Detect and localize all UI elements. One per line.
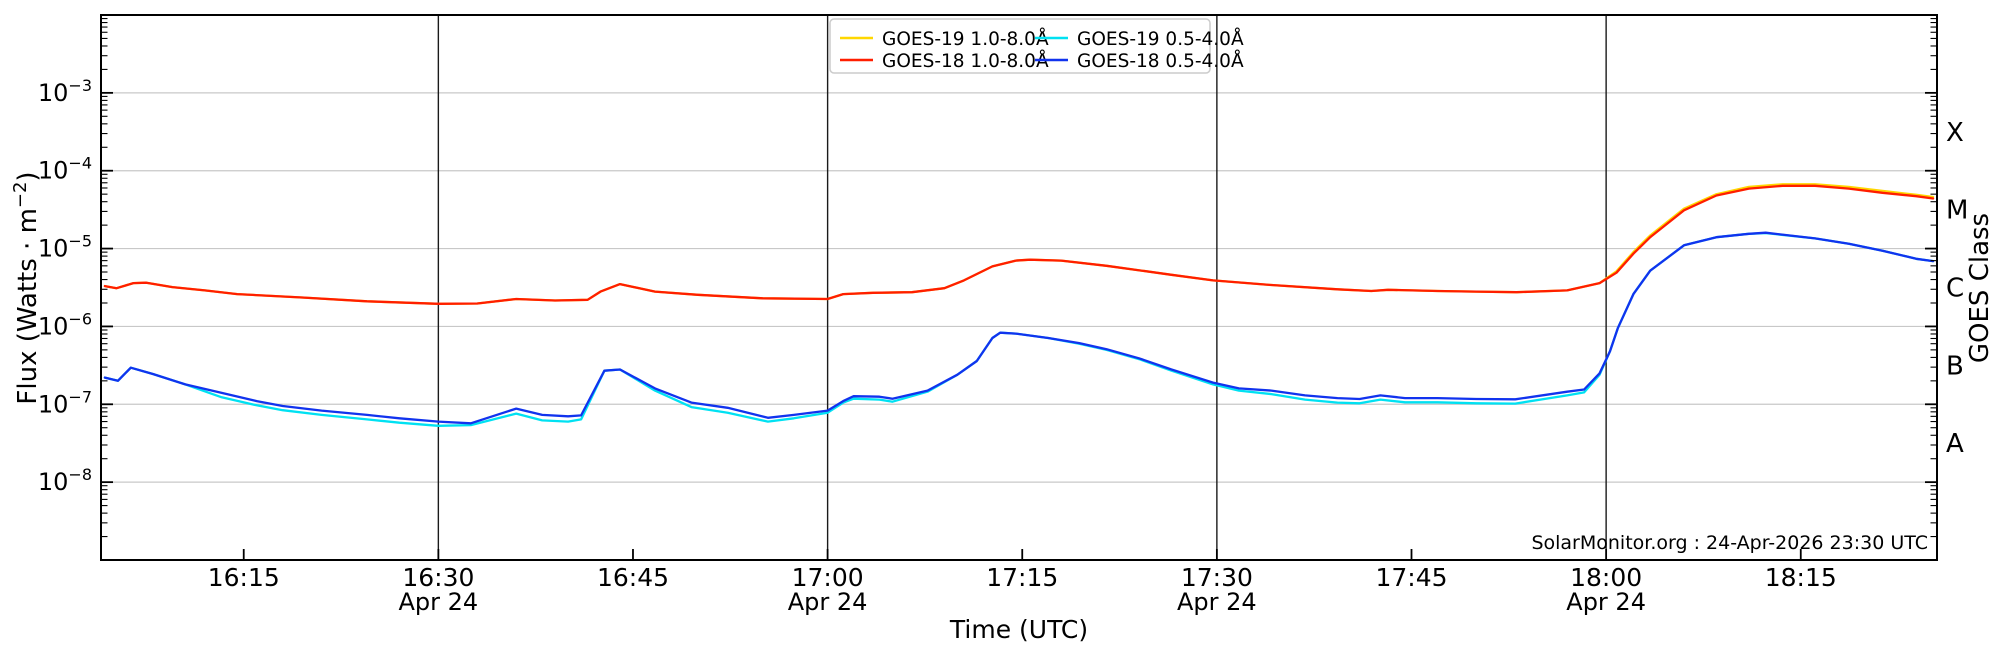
legend-entry-goes-18-0-5-4-0-: GOES-18 0.5-4.0Å (1035, 50, 1244, 72)
x-tick-label: 17:30 (1181, 563, 1253, 592)
legend-box (829, 18, 1211, 74)
flux-curves (103, 183, 1935, 427)
legend-label: GOES-19 0.5-4.0Å (1077, 28, 1244, 50)
right-axis-title: GOES Class (1965, 213, 1995, 363)
date-lines (437, 15, 1607, 560)
legend-label: GOES-19 1.0-8.0Å (882, 28, 1049, 50)
axes: Apr 24 Apr 24 Apr 24 Apr 24 10−3 10−4 10−5 10−6… (10, 14, 1968, 616)
x-tick-label: 18:00 (1570, 563, 1642, 592)
x-tick-label: 16:15 (208, 563, 280, 592)
x-tick-label: 17:15 (986, 563, 1058, 592)
y-tick-label: 10−5 (38, 232, 92, 263)
plot-border (100, 14, 1938, 561)
x-tick-label: 18:15 (1765, 563, 1837, 592)
series-goes-18-0-5-4-0- (103, 231, 1935, 425)
y-axis-title: Flux (Watts · m−2) (10, 171, 43, 404)
series-goes-19-0-5-4-0- (103, 231, 1935, 427)
date-label: Apr 24 (1177, 588, 1257, 616)
legend-entry-goes-18-1-0-8-0-: GOES-18 1.0-8.0Å (840, 50, 1049, 72)
date-label: Apr 24 (788, 588, 868, 616)
legend-label: GOES-18 0.5-4.0Å (1077, 50, 1244, 72)
date-label: Apr 24 (399, 588, 479, 616)
series-goes-19-1-0-8-0- (103, 183, 1935, 305)
date-label: Apr 24 (1566, 588, 1646, 616)
y-tick-label: 10−7 (38, 387, 92, 418)
goes-class-label-m: M (1946, 196, 1968, 226)
watermark-text: SolarMonitor.org : 24-Apr-2026 23:30 UTC (1531, 532, 1928, 554)
goes-class-label-x: X (1946, 118, 1964, 148)
y-tick-label: 10−8 (38, 465, 92, 496)
legend-entry-goes-19-0-5-4-0-: GOES-19 0.5-4.0Å (1035, 28, 1244, 50)
y-tick-label: 10−3 (38, 76, 92, 107)
x-axis-title: Time (UTC) (949, 615, 1088, 644)
y-tick-label: 10−6 (38, 309, 92, 340)
legend-label: GOES-18 1.0-8.0Å (882, 50, 1049, 72)
legend-entry-goes-19-1-0-8-0-: GOES-19 1.0-8.0Å (840, 28, 1049, 50)
x-tick-label: 17:00 (792, 563, 864, 592)
goes-class-label-a: A (1946, 429, 1964, 459)
x-tick-label: 16:45 (597, 563, 669, 592)
x-tick-label: 16:30 (402, 563, 474, 592)
x-tick-label: 17:45 (1375, 563, 1447, 592)
goes-class-label-c: C (1946, 274, 1964, 304)
goes-class-label-b: B (1946, 351, 1964, 381)
series-goes-18-1-0-8-0- (103, 184, 1935, 305)
gridlines (101, 92, 1937, 483)
y-tick-label: 10−4 (38, 154, 92, 185)
